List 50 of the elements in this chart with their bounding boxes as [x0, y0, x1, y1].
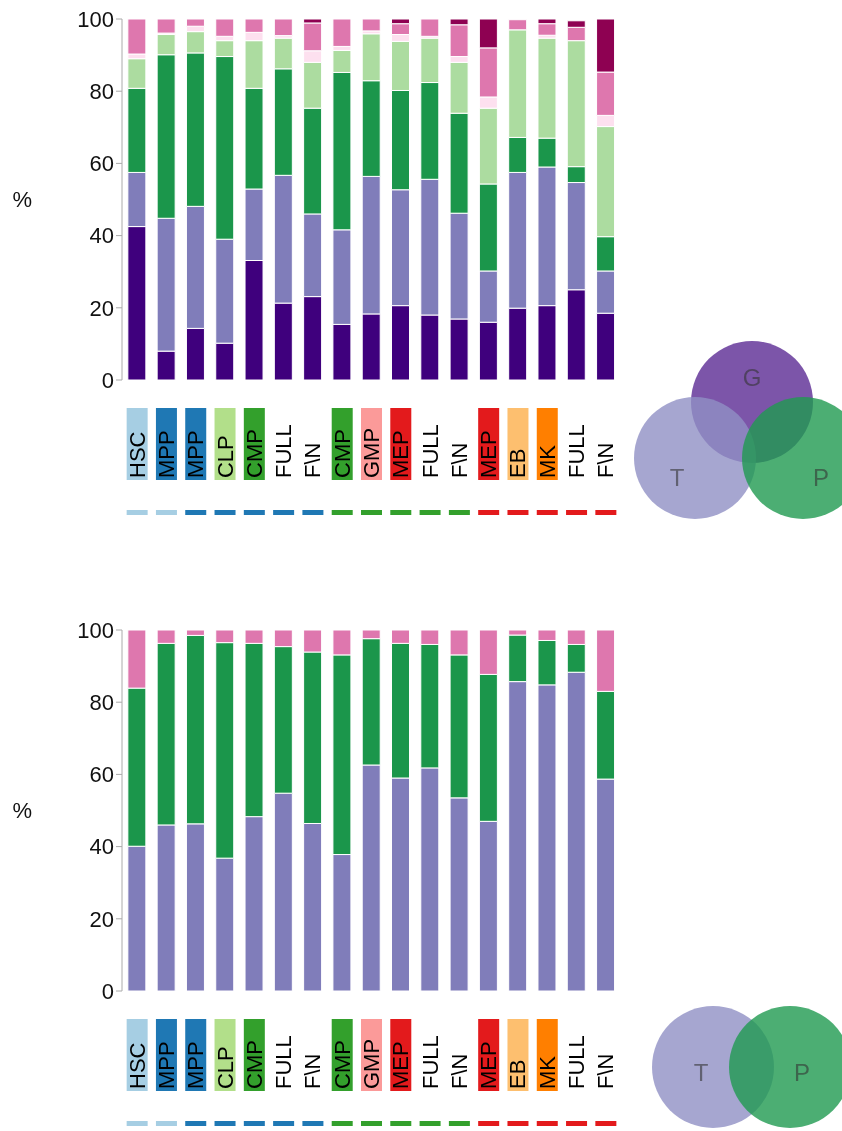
venn-diagram: G T P	[634, 341, 842, 519]
x-tick-label: HSC	[124, 1042, 150, 1089]
x-tick-label: CMP	[241, 429, 267, 478]
y-tick-label: 60	[89, 762, 114, 788]
x-tick-label: GMP	[359, 427, 384, 478]
x-tick-label: HSC	[124, 431, 150, 478]
y-axis-title: %	[12, 187, 32, 213]
y-tick-label: 60	[89, 151, 114, 177]
x-tick-label: MEP	[388, 430, 414, 478]
x-tick-label: CMP	[329, 1040, 355, 1089]
x-tick-label: GMP	[359, 1038, 384, 1089]
x-tick-label: MK	[534, 444, 560, 478]
x-tick-label: FULL	[564, 1035, 590, 1089]
y-tick-label: 0	[101, 978, 114, 1004]
x-tick-label: F\N	[593, 1053, 619, 1089]
y-tick-label: 80	[89, 690, 114, 716]
x-tick-label: MPP	[153, 1041, 179, 1089]
x-tick-label: F\N	[446, 1053, 472, 1089]
x-tick-label: FULL	[417, 424, 443, 478]
x-tick-label: F\N	[593, 442, 619, 478]
x-tick-label: MPP	[183, 1041, 209, 1089]
y-tick-label: 20	[89, 295, 114, 321]
x-tick-label: CLP	[212, 435, 238, 478]
x-tick-label: FULL	[417, 1035, 443, 1089]
x-tick-label: FULL	[271, 1035, 297, 1089]
y-tick-label: 100	[77, 6, 114, 32]
y-tick-label: 80	[89, 79, 114, 105]
y-tick-label: 40	[89, 223, 114, 249]
x-tick-label: EB	[505, 448, 531, 478]
x-tick-label: F\N	[300, 442, 326, 478]
y-tick-label: 40	[89, 834, 114, 860]
x-tick-label: F\N	[446, 442, 472, 478]
x-tick-label: MK	[534, 1055, 560, 1089]
x-tick-label: FULL	[564, 424, 590, 478]
venn-diagram: T P	[652, 1006, 842, 1128]
x-tick-label: MEP	[476, 430, 502, 478]
x-tick-label: CMP	[329, 429, 355, 478]
x-tick-label: FULL	[271, 424, 297, 478]
x-tick-label: CMP	[241, 1040, 267, 1089]
y-axis-title: %	[12, 798, 32, 824]
x-tick-label: MPP	[183, 430, 209, 478]
x-tick-label: MPP	[153, 430, 179, 478]
x-tick-label: CLP	[212, 1046, 238, 1089]
y-tick-label: 100	[77, 617, 114, 643]
x-tick-label: F\N	[300, 1053, 326, 1089]
y-tick-label: 0	[101, 367, 114, 393]
y-tick-label: 20	[89, 906, 114, 932]
x-tick-label: EB	[505, 1059, 531, 1089]
x-tick-label: MEP	[388, 1041, 414, 1089]
x-tick-label: MEP	[476, 1041, 502, 1089]
